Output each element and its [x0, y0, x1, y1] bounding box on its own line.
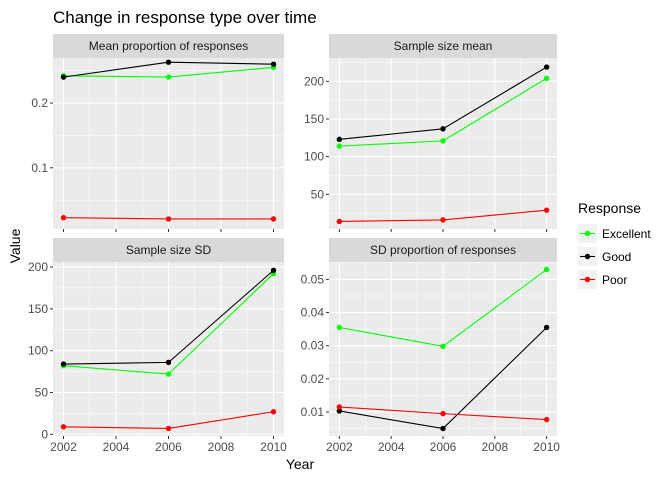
- data-point: [440, 425, 446, 432]
- y-tick-label: 100: [304, 150, 324, 164]
- data-point: [336, 143, 343, 149]
- x-tick-label: 2002: [326, 440, 353, 454]
- x-tick-label: 2008: [481, 440, 508, 454]
- y-tick-label: 150: [304, 112, 324, 126]
- data-point: [270, 216, 277, 222]
- data-point: [440, 410, 446, 417]
- data-point: [336, 136, 343, 143]
- data-point: [543, 266, 550, 273]
- x-axis-label: Year: [286, 456, 315, 472]
- x-tick-label: 2010: [260, 440, 287, 454]
- data-point: [60, 214, 67, 221]
- y-tick-label: 200: [28, 260, 48, 274]
- data-point: [336, 408, 343, 414]
- legend-item: Excellent: [578, 224, 651, 243]
- x-tick-label: 2006: [430, 440, 457, 454]
- data-point: [165, 216, 172, 222]
- data-point: [165, 74, 172, 80]
- data-point: [165, 425, 172, 432]
- y-tick-label: 100: [28, 344, 48, 358]
- data-point: [165, 359, 172, 366]
- legend-key-point: [584, 276, 591, 283]
- facet-strip: [329, 238, 557, 262]
- y-tick-label: 150: [28, 302, 48, 316]
- legend: Response Excellent Good Poor: [578, 200, 651, 289]
- y-tick-label: 50: [311, 187, 325, 201]
- data-point: [336, 324, 343, 331]
- legend-title: Response: [578, 200, 641, 216]
- y-tick-label: 0.03: [301, 339, 325, 353]
- facet-strip: [53, 238, 284, 262]
- data-point: [270, 267, 277, 274]
- y-tick-label: 200: [304, 74, 324, 88]
- facet-panel: Sample size SD 0 50 100 150 200 2002 2004 2006 20…: [28, 238, 287, 454]
- data-point: [60, 74, 67, 80]
- data-point: [336, 218, 343, 225]
- facet-strip: [53, 34, 284, 58]
- facet-strip: [329, 34, 557, 58]
- facet-title: SD proportion of responses: [370, 243, 516, 257]
- data-point: [60, 424, 67, 430]
- y-tick-label: 0.01: [301, 405, 325, 419]
- data-point: [270, 61, 277, 67]
- x-tick-label: 2002: [50, 440, 77, 454]
- legend-label: Poor: [602, 273, 627, 287]
- legend-label: Good: [602, 250, 631, 264]
- y-tick-label: 50: [35, 386, 49, 400]
- x-tick-label: 2006: [155, 440, 182, 454]
- facet-title: Sample size mean: [394, 39, 493, 53]
- data-point: [165, 371, 172, 377]
- data-point: [270, 409, 277, 415]
- facet-title: Mean proportion of responses: [89, 39, 248, 53]
- x-tick-label: 2004: [103, 440, 130, 454]
- y-tick-label: 0.02: [301, 372, 325, 386]
- data-point: [165, 59, 172, 65]
- legend-item: Poor: [578, 270, 627, 289]
- data-point: [440, 138, 446, 144]
- legend-label: Excellent: [602, 227, 651, 241]
- chart-title: Change in response type over time: [53, 8, 317, 27]
- x-tick-label: 2008: [208, 440, 235, 454]
- y-tick-label: 0.2: [31, 96, 48, 110]
- legend-item: Good: [578, 247, 631, 266]
- x-tick-label: 2010: [533, 440, 560, 454]
- y-tick-label: 0.05: [301, 272, 325, 286]
- facet-title: Sample size SD: [126, 243, 212, 257]
- data-point: [336, 404, 343, 410]
- legend-key-point: [584, 253, 591, 260]
- facet-panel: Sample size mean 50 100 150 200: [304, 34, 557, 232]
- data-point: [543, 324, 550, 331]
- data-point: [543, 416, 550, 423]
- data-point: [543, 64, 550, 70]
- facet-panel: SD proportion of responses 0.01 0.02 0.03 0.…: [301, 238, 560, 454]
- data-point: [60, 361, 67, 367]
- y-tick-label: 0: [41, 427, 48, 441]
- y-tick-label: 0.04: [301, 306, 325, 320]
- data-point: [440, 217, 446, 223]
- y-axis-label: Value: [7, 228, 23, 263]
- data-point: [440, 126, 446, 132]
- data-point: [543, 75, 550, 82]
- legend-key-point: [584, 230, 591, 237]
- y-tick-label: 0.1: [31, 161, 48, 175]
- data-point: [440, 343, 446, 350]
- facet-panel: Mean proportion of responses 0.1 0.2: [31, 34, 284, 232]
- x-tick-label: 2004: [378, 440, 405, 454]
- data-point: [543, 207, 550, 213]
- facet-panels: Mean proportion of responses 0.1 0.2 Sample…: [28, 34, 560, 454]
